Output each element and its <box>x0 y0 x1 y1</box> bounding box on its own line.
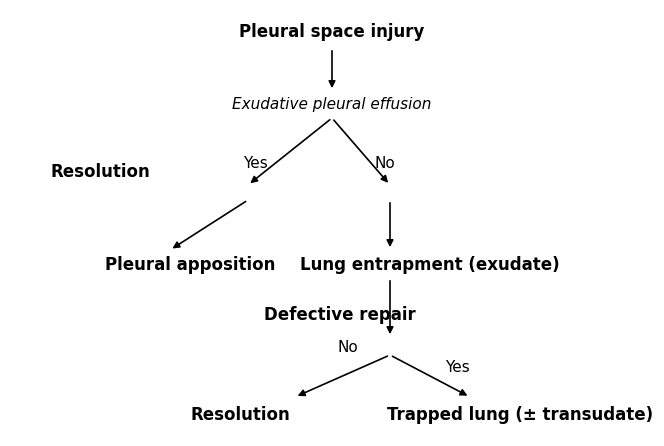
Text: Yes: Yes <box>243 156 268 170</box>
Text: Lung entrapment (exudate): Lung entrapment (exudate) <box>300 256 560 274</box>
Text: Pleural apposition: Pleural apposition <box>105 256 276 274</box>
Text: No: No <box>375 156 396 170</box>
Text: Pleural space injury: Pleural space injury <box>239 23 425 41</box>
Text: Exudative pleural effusion: Exudative pleural effusion <box>232 98 432 112</box>
Text: Resolution: Resolution <box>50 163 150 181</box>
Text: Resolution: Resolution <box>190 406 290 424</box>
Text: Defective repair: Defective repair <box>264 306 416 324</box>
Text: Trapped lung (± transudate): Trapped lung (± transudate) <box>387 406 653 424</box>
Text: No: No <box>337 340 358 355</box>
Text: Yes: Yes <box>445 360 469 376</box>
